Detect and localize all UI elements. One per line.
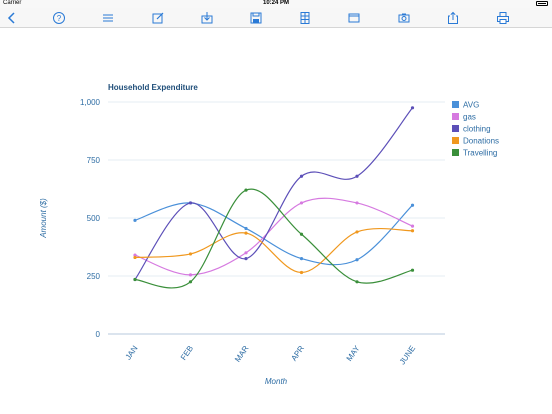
x-tick-label: JAN xyxy=(124,344,140,362)
data-point-donations[interactable] xyxy=(244,231,248,235)
series-line-avg xyxy=(134,202,413,266)
battery-icon xyxy=(536,1,548,6)
toolbar: ? xyxy=(0,8,552,28)
data-point-travelling[interactable] xyxy=(410,268,415,272)
data-point-gas[interactable] xyxy=(244,251,248,255)
battery-indicator xyxy=(536,1,548,6)
x-tick-label: MAY xyxy=(345,343,362,362)
legend-swatch-avg[interactable] xyxy=(452,101,459,108)
data-point-travelling[interactable] xyxy=(244,188,248,192)
legend-swatch-clothing[interactable] xyxy=(452,125,459,132)
data-point-avg[interactable] xyxy=(244,226,248,231)
help-icon[interactable]: ? xyxy=(51,10,67,26)
chart-title: Household Expenditure xyxy=(108,83,198,92)
data-point-travelling[interactable] xyxy=(355,280,359,284)
x-axis-ticks: JAN FEB MAR APR MAY JUNE xyxy=(124,343,418,366)
y-tick-label: 250 xyxy=(87,272,101,281)
gridlines xyxy=(108,101,445,335)
data-point-gas[interactable] xyxy=(188,273,193,277)
save-disk-icon[interactable] xyxy=(248,10,264,26)
y-tick-label: 750 xyxy=(87,156,101,165)
window-icon[interactable] xyxy=(346,10,362,26)
carrier-label: Carrier xyxy=(3,0,22,6)
line-chart: Household Expenditure 0 250 500 750 1,000 JA… xyxy=(39,83,499,386)
data-point-clothing[interactable] xyxy=(188,201,193,205)
legend-swatch-gas[interactable] xyxy=(452,113,459,120)
data-point-gas[interactable] xyxy=(410,224,415,228)
legend-label-travelling[interactable]: Travelling xyxy=(463,149,497,158)
x-tick-label: APR xyxy=(289,344,306,363)
y-tick-label: 1,000 xyxy=(80,98,101,107)
camera-icon[interactable] xyxy=(396,10,412,26)
y-tick-label: 0 xyxy=(96,330,101,339)
data-point-gas[interactable] xyxy=(355,201,359,205)
y-tick-label: 500 xyxy=(87,214,101,223)
data-point-donations[interactable] xyxy=(188,252,193,256)
x-tick-label: FEB xyxy=(179,344,195,362)
data-point-clothing[interactable] xyxy=(355,174,359,178)
y-axis-ticks: 0 250 500 750 1,000 xyxy=(80,98,101,339)
data-point-clothing[interactable] xyxy=(244,257,248,261)
edit-icon[interactable] xyxy=(150,10,166,26)
data-point-avg[interactable] xyxy=(410,203,415,207)
print-icon[interactable] xyxy=(495,10,511,26)
data-point-donations[interactable] xyxy=(355,230,359,234)
x-tick-label: MAR xyxy=(233,344,251,364)
data-point-donations[interactable] xyxy=(410,229,415,233)
data-point-donations[interactable] xyxy=(133,255,137,260)
data-point-avg[interactable] xyxy=(299,257,304,261)
legend-label-donations[interactable]: Donations xyxy=(463,137,499,146)
x-tick-label: JUNE xyxy=(398,344,417,366)
series-line-clothing xyxy=(134,107,413,280)
status-bar: Carrier 10:24 PM xyxy=(0,0,552,8)
data-point-donations[interactable] xyxy=(299,270,304,275)
data-point-travelling[interactable] xyxy=(188,280,193,284)
series-line-gas xyxy=(134,197,413,276)
x-axis-title: Month xyxy=(265,377,288,386)
data-point-clothing[interactable] xyxy=(299,174,304,178)
legend: AVG gas clothing Donations Travelling xyxy=(452,101,499,158)
legend-swatch-donations[interactable] xyxy=(452,137,459,144)
svg-text:?: ? xyxy=(57,14,62,23)
table-columns-icon[interactable] xyxy=(297,10,313,26)
data-point-travelling[interactable] xyxy=(299,232,304,236)
data-point-travelling[interactable] xyxy=(133,277,137,282)
download-icon[interactable] xyxy=(199,10,215,26)
data-point-gas[interactable] xyxy=(133,253,137,257)
legend-swatch-travelling[interactable] xyxy=(452,149,459,156)
data-point-avg[interactable] xyxy=(133,218,137,222)
y-axis-title: Amount ($) xyxy=(39,198,48,239)
clock-label: 10:24 PM xyxy=(262,0,289,6)
legend-label-gas[interactable]: gas xyxy=(463,113,476,122)
legend-label-avg[interactable]: AVG xyxy=(463,101,479,110)
share-icon[interactable] xyxy=(445,10,461,26)
series-lines xyxy=(133,106,415,289)
data-point-avg[interactable] xyxy=(355,258,359,262)
data-point-gas[interactable] xyxy=(299,201,304,205)
data-point-clothing[interactable] xyxy=(410,106,415,110)
back-chevron-icon[interactable] xyxy=(4,10,20,26)
legend-label-clothing[interactable]: clothing xyxy=(463,125,491,134)
list-icon[interactable] xyxy=(100,10,116,26)
